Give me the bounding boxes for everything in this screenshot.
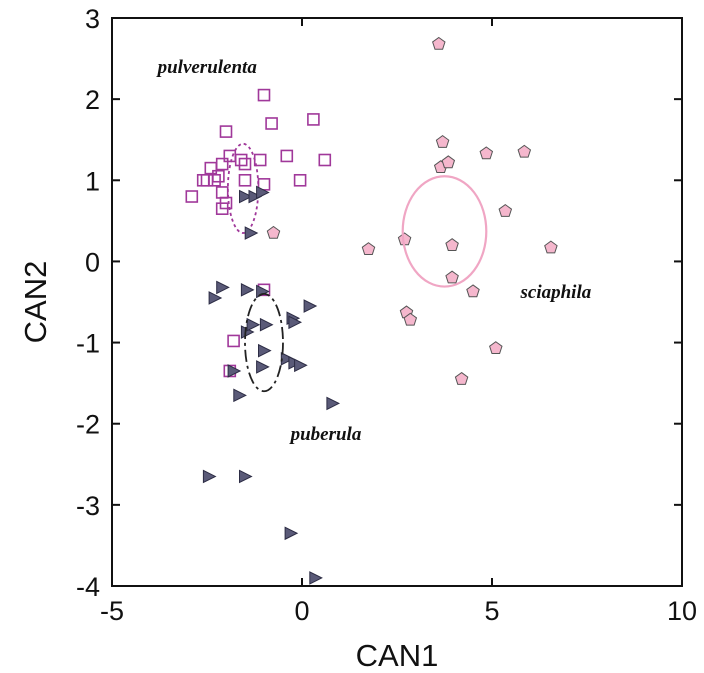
- data-point: [445, 270, 459, 284]
- data-point: [215, 186, 229, 199]
- data-point: [202, 469, 217, 484]
- data-point: [432, 36, 446, 50]
- data-point: [216, 280, 230, 295]
- data-point: [361, 242, 376, 256]
- data-point: [219, 196, 233, 210]
- group-label-sciaphila: sciaphila: [520, 282, 592, 303]
- y-axis: -4 -3 -2 -1 0 1 2 3: [76, 4, 682, 602]
- data-point: [309, 571, 323, 585]
- data-point: [498, 204, 513, 217]
- y-tick-label: -4: [76, 572, 100, 602]
- data-point: [234, 153, 248, 167]
- y-tick-label: 1: [85, 166, 100, 196]
- data-point: [233, 388, 247, 403]
- data-point: [293, 173, 307, 187]
- plot-frame: [111, 17, 683, 587]
- data-point: [307, 113, 320, 126]
- data-point: [196, 173, 210, 187]
- data-point: [454, 371, 469, 385]
- data-point: [204, 161, 218, 175]
- y-tick-label: -1: [76, 329, 100, 359]
- data-point: [208, 291, 223, 305]
- x-tick-label: -5: [100, 596, 124, 626]
- y-tick-label: -3: [76, 491, 100, 521]
- confidence-ellipse: [244, 292, 284, 393]
- data-point: [223, 149, 237, 163]
- data-point: [258, 343, 272, 358]
- x-tick-label: 10: [667, 596, 697, 626]
- data-point: [238, 157, 252, 171]
- data-point: [441, 155, 456, 169]
- y-tick-label: 0: [85, 247, 100, 277]
- data-point: [244, 226, 259, 240]
- data-point: [208, 173, 221, 187]
- data-point: [544, 240, 558, 254]
- x-axis: -5 0 5 10: [100, 18, 697, 626]
- data-point: [435, 135, 450, 148]
- data-point: [266, 225, 281, 239]
- data-point: [240, 283, 255, 297]
- series-sciaphila: [266, 36, 558, 385]
- data-point: [265, 117, 278, 130]
- x-tick-label: 0: [294, 596, 309, 626]
- plot-area: [185, 36, 558, 585]
- data-point: [303, 299, 318, 313]
- y-tick-label: 3: [85, 4, 100, 34]
- data-point: [256, 185, 270, 200]
- data-point: [284, 526, 299, 541]
- group-label-puberula: puberula: [289, 424, 362, 445]
- data-point: [280, 149, 294, 163]
- data-point: [479, 146, 494, 160]
- y-axis-title: CAN2: [18, 261, 53, 344]
- group-label-pulverulenta: pulverulenta: [156, 57, 258, 78]
- data-point: [445, 238, 459, 251]
- data-point: [215, 157, 229, 171]
- data-point: [466, 284, 480, 298]
- data-point: [238, 173, 252, 187]
- data-point: [219, 125, 233, 138]
- data-point: [227, 334, 240, 348]
- group-labels: pulverulenta sciaphila puberula: [156, 57, 592, 445]
- data-point: [257, 88, 271, 102]
- data-point: [239, 469, 253, 484]
- data-point: [248, 189, 263, 204]
- data-point: [318, 153, 332, 167]
- y-tick-label: 2: [85, 85, 100, 115]
- y-tick-label: -2: [76, 410, 100, 440]
- data-point: [239, 189, 253, 204]
- data-point: [517, 144, 532, 158]
- data-point: [403, 312, 418, 326]
- confidence-ellipse: [227, 142, 260, 234]
- data-point: [259, 317, 274, 332]
- series-puberula: [202, 185, 341, 585]
- x-axis-title: CAN1: [356, 638, 439, 673]
- confidence-ellipse: [401, 175, 488, 288]
- data-point: [246, 317, 261, 332]
- data-point: [489, 341, 503, 355]
- data-point: [294, 358, 308, 373]
- data-point: [185, 190, 199, 203]
- data-point: [326, 396, 341, 411]
- x-tick-label: 5: [484, 596, 499, 626]
- data-point: [200, 173, 214, 187]
- data-point: [227, 364, 242, 378]
- data-point: [288, 315, 303, 330]
- data-point: [212, 169, 225, 183]
- data-point: [256, 360, 270, 374]
